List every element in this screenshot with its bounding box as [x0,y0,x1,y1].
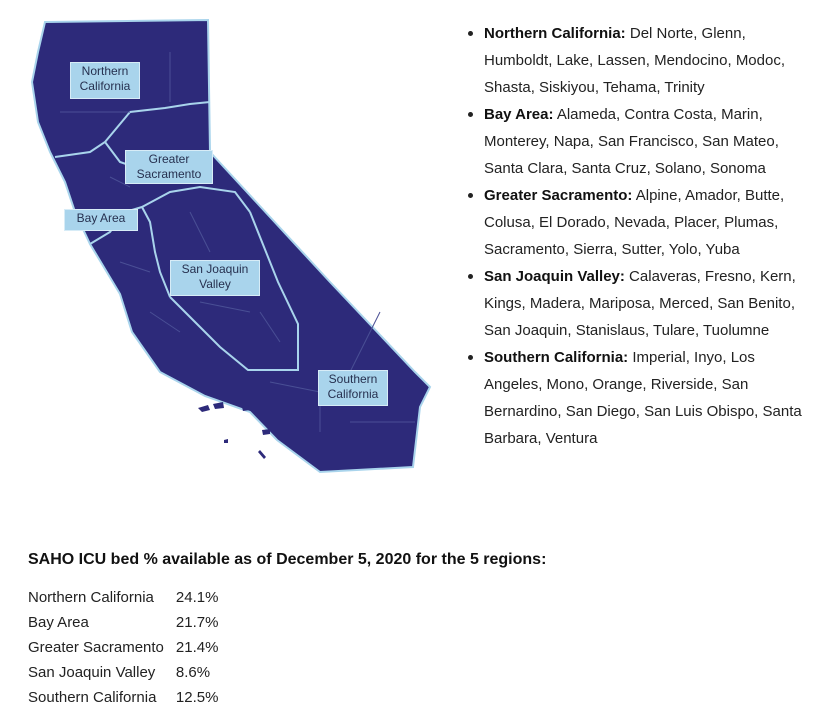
map-label-southern-california: Southern California [318,370,388,406]
map-label-greater-sacramento: Greater Sacramento [125,150,213,184]
list-item: Greater Sacramento: Alpine, Amador, Butt… [466,182,816,263]
region-name: San Joaquin Valley: [484,268,625,285]
region-name: Northern California: [484,25,626,42]
map-label-san-joaquin-valley: San Joaquin Valley [170,260,260,296]
region-name: Southern California: [484,349,629,366]
channel-island [262,429,270,435]
county-list: Alameda, Contra Costa, Marin, Monterey, … [484,106,779,177]
map-label-northern-california: Northern California [70,62,140,99]
table-row: San Joaquin Valley 8.6% [28,660,218,685]
san-joaquin-valley-border [169,211,299,371]
list-item: San Joaquin Valley: Calaveras, Fresno, K… [466,263,816,344]
region-cell: Southern California [28,689,157,706]
california-outline [30,18,432,474]
icu-heading: SAHO ICU bed % available as of December … [28,551,547,568]
channel-island [258,450,266,459]
channel-island [213,402,224,409]
county-list: Calaveras, Fresno, Kern, Kings, Madera, … [484,268,796,339]
list-item: Southern California: Imperial, Inyo, Los… [466,344,816,452]
region-cell: Bay Area [28,614,89,631]
region-county-list: Northern California: Del Norte, Glenn, H… [466,20,816,452]
percent-cell: 24.1% [175,589,219,606]
channel-island [224,439,228,443]
region-name: Bay Area: [484,106,554,123]
table-row: Southern California 12.5% [28,685,218,710]
table-row: Greater Sacramento 21.4% [28,635,218,660]
region-cell: San Joaquin Valley [28,664,156,681]
county-list: Del Norte, Glenn, Humboldt, Lake, Lassen… [484,25,786,96]
table-row: Northern California 24.1% [28,585,218,610]
map-label-bay-area: Bay Area [64,209,138,231]
percent-cell: 8.6% [175,664,211,681]
channel-island [242,405,250,411]
percent-cell: 21.4% [175,639,219,656]
list-item: Northern California: Del Norte, Glenn, H… [466,20,816,101]
region-name: Greater Sacramento: [484,187,633,204]
percent-cell: 12.5% [175,689,219,706]
percent-cell: 21.7% [175,614,219,631]
county-list: Alpine, Amador, Butte, Colusa, El Dorado… [484,187,785,258]
region-cell: Greater Sacramento [28,639,164,656]
icu-availability-table: Northern California 24.1% Bay Area 21.7%… [28,585,218,710]
county-list: Imperial, Inyo, Los Angeles, Mono, Orang… [484,349,802,447]
list-item: Bay Area: Alameda, Contra Costa, Marin, … [466,101,816,182]
region-cell: Northern California [28,589,154,606]
california-regions-map: Northern California Greater Sacramento B… [20,12,440,492]
table-row: Bay Area 21.7% [28,610,218,635]
channel-island [198,405,210,412]
